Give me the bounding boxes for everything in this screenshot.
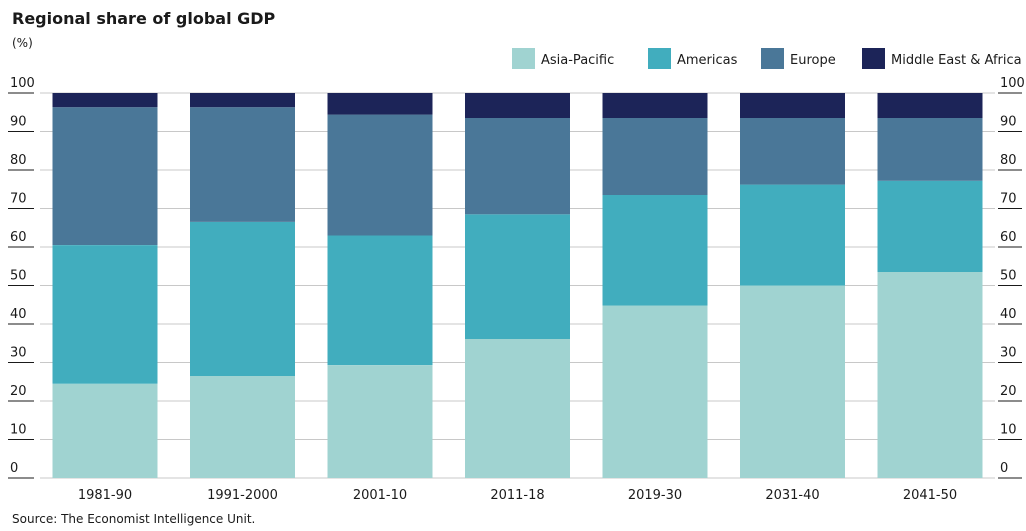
y-tick-label-left: 60 [10,230,27,245]
y-tick-label-right: 50 [1000,269,1017,284]
bar-segment [877,180,983,272]
y-tick-label-right: 100 [1000,76,1025,91]
y-tick-label-right: 40 [1000,307,1017,322]
y-axis-left: 0 10 20 30 40 50 60 70 80 90 100 [8,76,35,479]
x-tick-label: 1981-90 [78,488,132,503]
y-axis-right: 0 10 20 30 40 50 60 70 80 90 100 [998,76,1025,479]
legend-swatch [512,48,535,69]
bar-segment [740,285,845,478]
y-tick-label-right: 20 [1000,384,1017,399]
bars [52,93,983,478]
bar-segment [52,107,158,245]
bar-segment [877,118,983,181]
bar-segment [602,118,708,195]
x-tick-label: 2001-10 [353,488,407,503]
y-tick-label-left: 10 [10,423,27,438]
bar-segment [52,245,158,384]
chart-unit: (%) [12,36,33,50]
y-tick-label-right: 80 [1000,153,1017,168]
bar-segment [877,272,983,478]
chart-title: Regional share of global GDP [12,9,276,28]
bar-segment [740,118,845,185]
y-tick-label-left: 100 [10,76,35,91]
y-tick-label-right: 30 [1000,346,1017,361]
source-note: Source: The Economist Intelligence Unit. [12,512,255,526]
y-tick-label-left: 80 [10,153,27,168]
legend-label: Asia-Pacific [541,53,614,68]
y-tick-label-right: 60 [1000,230,1017,245]
x-tick-label: 1991-2000 [207,488,278,503]
bar-segment [327,365,433,478]
bar-segment [877,93,983,118]
x-tick-label: 2041-50 [903,488,957,503]
y-tick-label-left: 20 [10,384,27,399]
bar-segment [602,305,708,478]
y-tick-label-right: 0 [1000,461,1008,476]
y-tick-label-right: 70 [1000,192,1017,207]
legend-label: Americas [677,53,738,68]
legend: Asia-Pacific Americas Europe Middle East & … [512,48,1022,69]
bar-segment [602,93,708,118]
bar-segment [465,93,570,118]
bar-segment [465,214,570,339]
y-tick-label-left: 70 [10,192,27,207]
x-axis: 1981-90 1991-2000 2001-10 2011-18 2019-30 203… [78,488,957,503]
legend-label: Europe [790,53,836,68]
bar-segment [327,235,433,366]
legend-swatch [648,48,671,69]
bar-segment [190,222,295,376]
legend-label: Middle East & Africa [891,53,1022,68]
y-tick-label-right: 90 [1000,115,1017,130]
bar-segment [190,107,295,222]
bar-segment [327,114,433,236]
bar-segment [327,93,433,115]
bar-segment [740,184,845,286]
bar-segment [52,383,158,478]
bar-segment [190,93,295,108]
x-tick-label: 2019-30 [628,488,682,503]
bar-segment [465,118,570,215]
bar-segment [52,93,158,108]
x-tick-label: 2031-40 [765,488,819,503]
x-tick-label: 2011-18 [490,488,544,503]
bar-segment [740,93,845,118]
legend-swatch [761,48,784,69]
y-tick-label-left: 50 [10,269,27,284]
bar-segment [465,339,570,478]
legend-swatch [862,48,885,69]
y-tick-label-left: 0 [10,461,18,476]
bar-segment [602,195,708,306]
bar-segment [190,376,295,478]
y-tick-label-left: 30 [10,346,27,361]
y-tick-label-left: 90 [10,115,27,130]
y-tick-label-left: 40 [10,307,27,322]
y-tick-label-right: 10 [1000,423,1017,438]
